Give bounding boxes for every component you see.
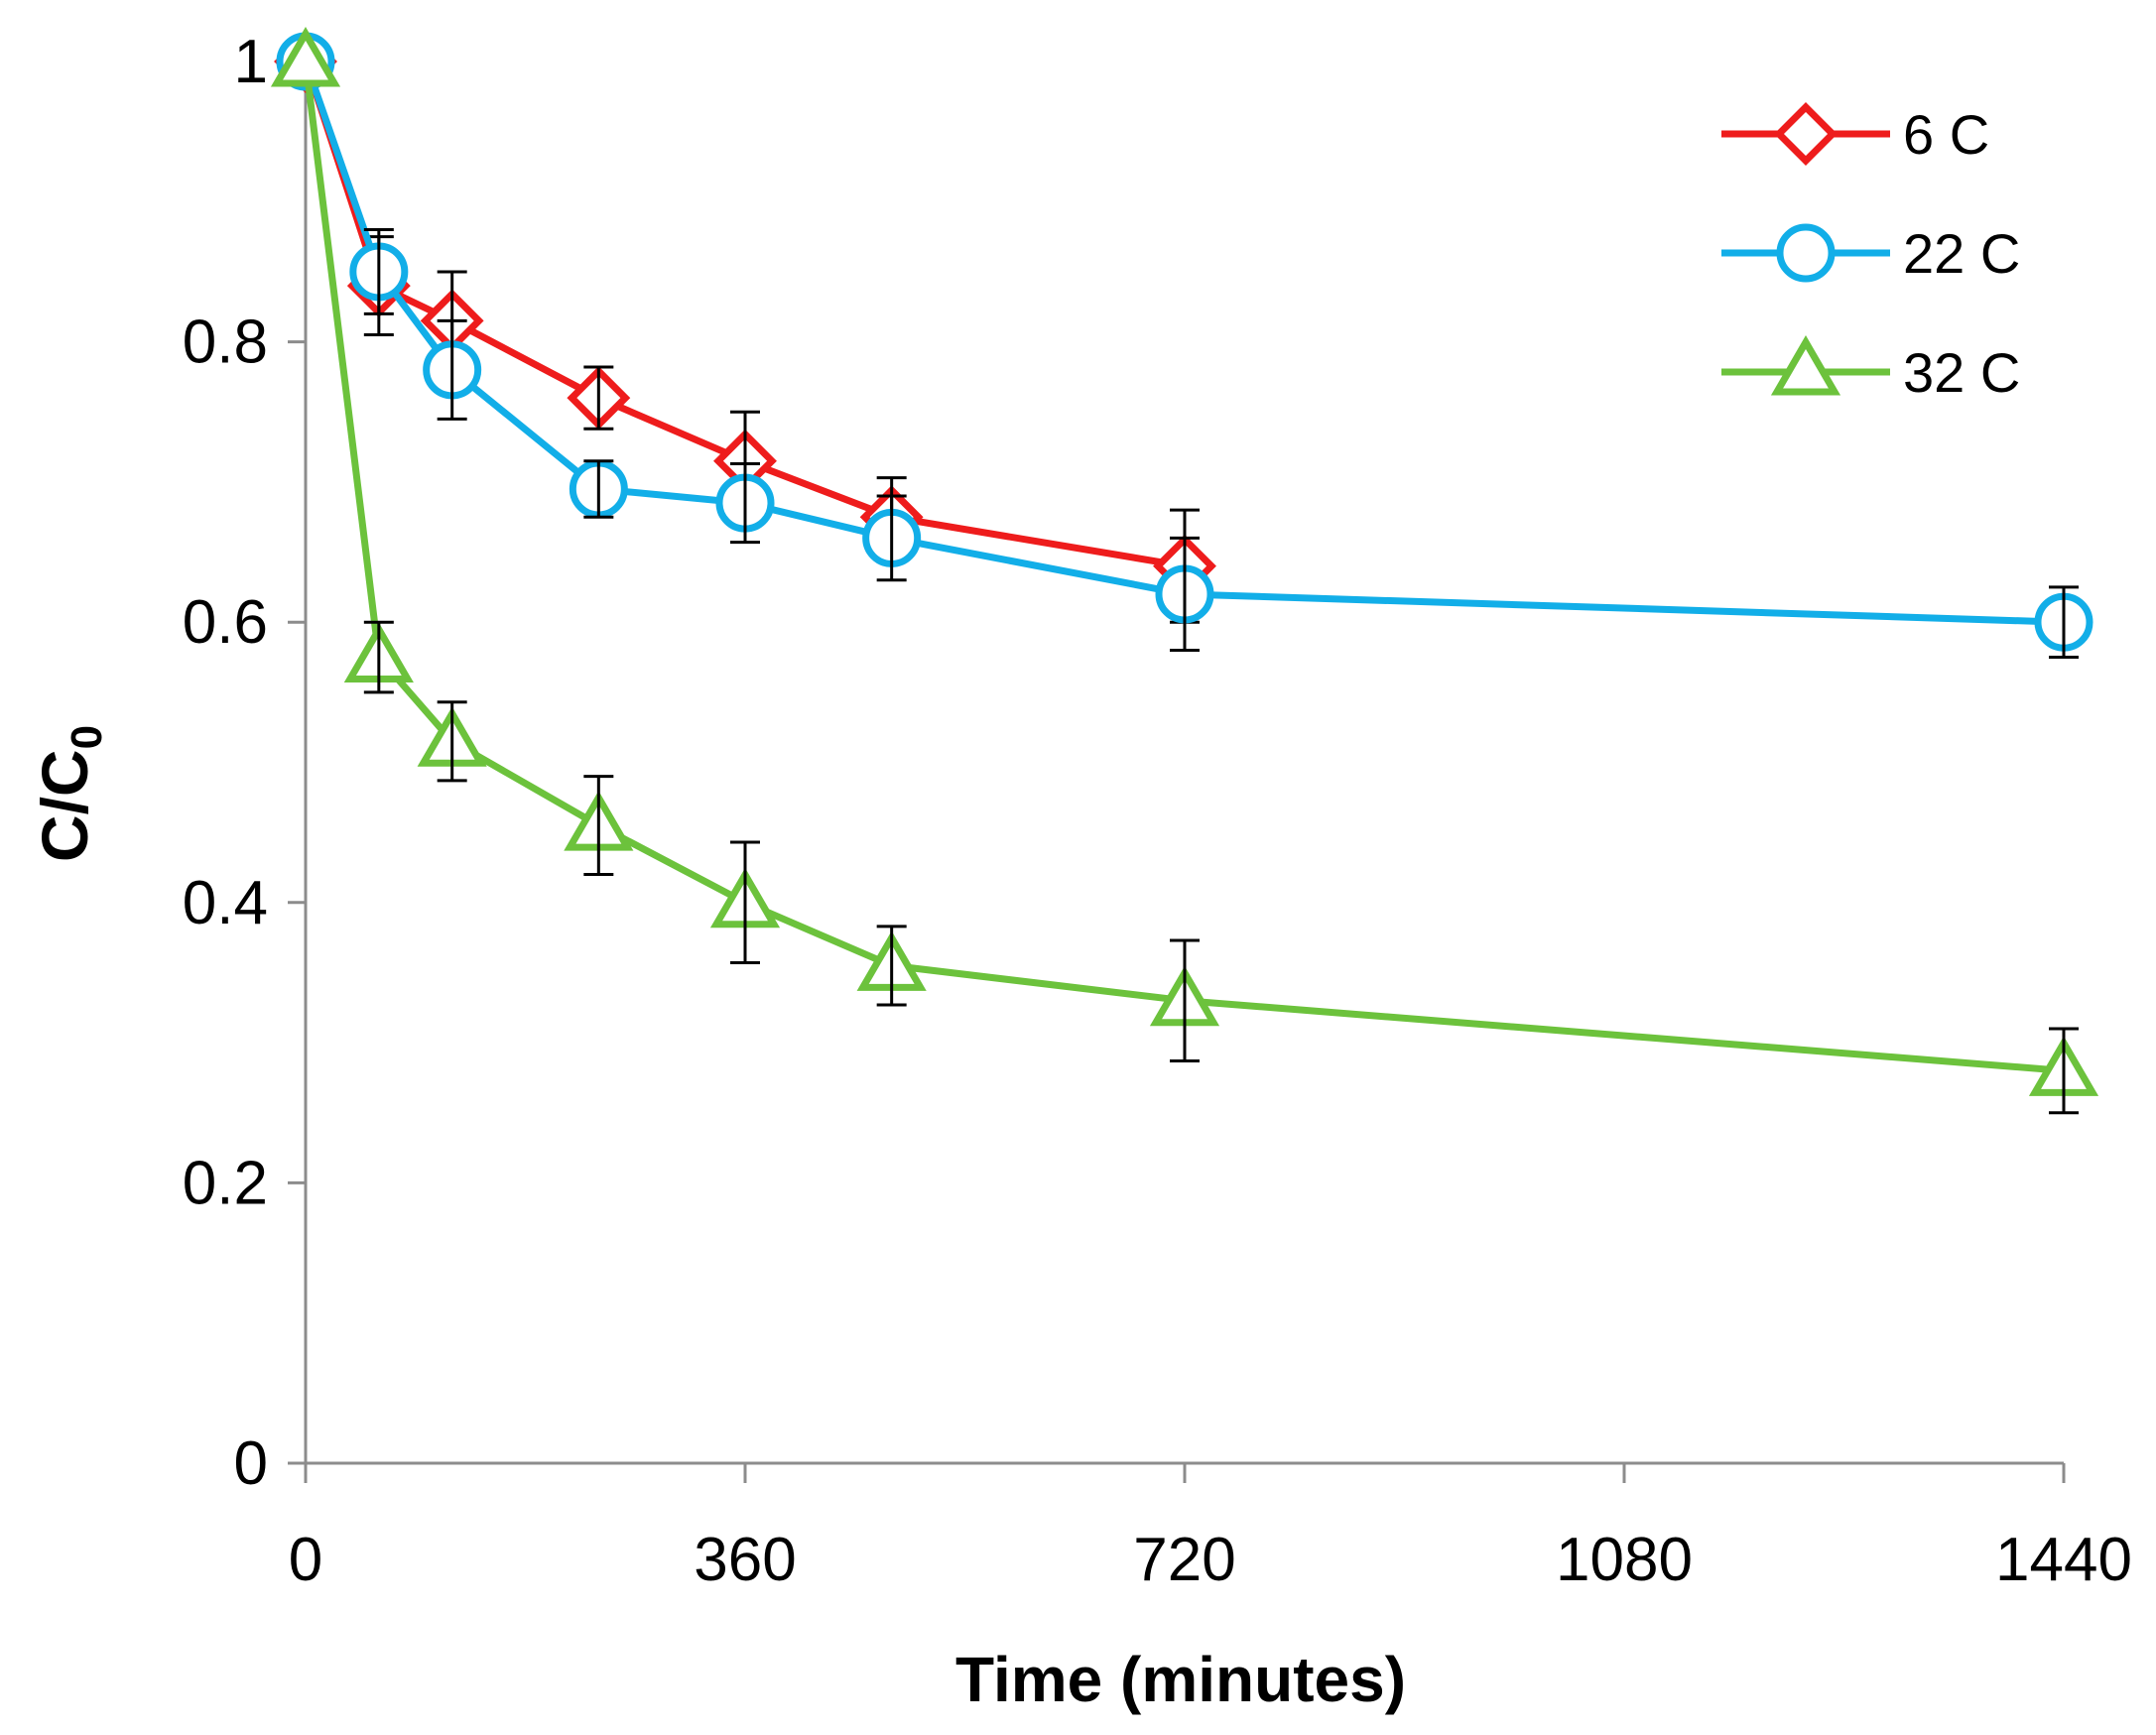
- y-tick-label: 0.4: [183, 869, 268, 937]
- legend-marker: [1774, 102, 1838, 166]
- legend-label: 22 C: [1903, 222, 2020, 285]
- y-axis-ticks: 0 0.2 0.4 0.6 0.8 1: [183, 28, 306, 1498]
- legend: 6 C 22 C 32 C: [1721, 102, 2020, 404]
- y-tick-label: 0.2: [183, 1149, 268, 1217]
- y-axis-title-subscript: 0: [63, 725, 111, 749]
- x-tick-label: 0: [289, 1526, 322, 1594]
- legend-marker: [1776, 223, 1836, 283]
- legend-item-22-c: 22 C: [1721, 222, 2020, 285]
- legend-label: 6 C: [1903, 103, 1989, 166]
- x-axis-title: Time (minutes): [955, 1644, 1406, 1715]
- legend-label: 32 C: [1903, 341, 2020, 404]
- x-axis-ticks: 0 360 720 1080 1440: [289, 1463, 2132, 1594]
- svg-text:C/C0: C/C0: [28, 725, 111, 862]
- y-tick-label: 0.6: [183, 588, 268, 657]
- x-tick-label: 1080: [1556, 1526, 1693, 1594]
- series-22-c: [276, 32, 2093, 660]
- x-tick-label: 720: [1133, 1526, 1235, 1594]
- legend-item-6-c: 6 C: [1721, 102, 1989, 166]
- y-axis-title: C/C0: [28, 725, 111, 862]
- plot-area: [270, 27, 2099, 1115]
- x-tick-label: 1440: [1995, 1526, 2132, 1594]
- y-tick-label: 0: [234, 1429, 268, 1498]
- series-32-c: [270, 27, 2099, 1115]
- y-axis-title-main: C/C: [28, 749, 101, 862]
- legend-marker: [1770, 335, 1841, 396]
- legend-item-32-c: 32 C: [1721, 335, 2020, 404]
- y-tick-label: 0.8: [183, 309, 268, 377]
- y-tick-label: 1: [234, 28, 268, 96]
- data-point: [270, 27, 341, 87]
- x-tick-label: 360: [694, 1526, 796, 1594]
- axes: [288, 52, 2064, 1465]
